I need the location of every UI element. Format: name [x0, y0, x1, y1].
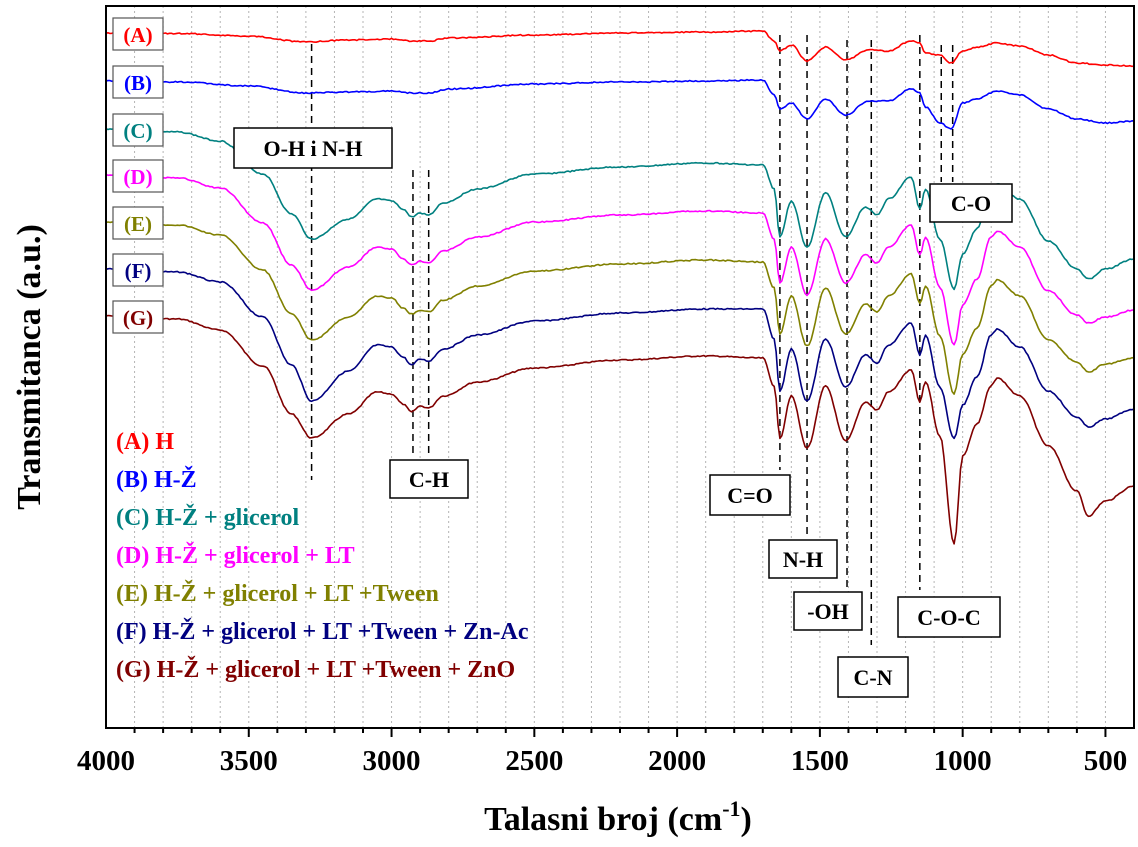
annotation-label: N-H [783, 547, 823, 572]
series-tag-label: (B) [124, 71, 152, 95]
series-tag-label: (E) [124, 212, 152, 236]
annotation-box [897, 596, 1001, 638]
legend-entry: (A) H [116, 429, 174, 455]
annotation-label: O-H i N-H [264, 136, 363, 161]
annotation-box [709, 474, 791, 516]
series-tag-label: (G) [123, 306, 153, 330]
series-tag-label: (F) [125, 259, 152, 283]
x-axis-title-sup: -1 [722, 796, 740, 821]
legend-entry: (D) H-Ž + glicerol + LT [116, 542, 355, 569]
annotation-lines [310, 35, 954, 645]
x-axis-title: Talasni broj (cm-1) [484, 796, 752, 838]
series-line [105, 78, 1135, 130]
spectra [105, 29, 1135, 545]
x-tick-label: 3000 [363, 745, 421, 777]
legend-entry: (C) H-Ž + glicerol [116, 504, 300, 531]
legend-entry: (F) H-Ž + glicerol + LT +Tween + Zn-Ac [116, 618, 529, 645]
series-tag-box [112, 253, 164, 287]
series-tag-box [112, 159, 164, 193]
legend-entry-text: H-Ž [154, 466, 197, 493]
annotation-label: C-N [853, 665, 892, 690]
legend-entry-text: H-Ž + glicerol [155, 504, 299, 531]
series-line [105, 220, 1135, 395]
series-line [105, 29, 1135, 68]
series-line [105, 127, 1135, 291]
y-axis-title: Transmitanca (a.u.) [11, 224, 48, 510]
annotation-label: C-O-C [917, 605, 981, 630]
legend-entry-text: H-Ž + glicerol + LT +Tween + Zn-Ac [153, 618, 529, 645]
annotation-box [793, 591, 863, 631]
annotation-box [233, 127, 393, 169]
legend-entry: (B) H-Ž [116, 466, 197, 493]
x-tick-label: 500 [1084, 745, 1128, 777]
series-tag-box [112, 206, 164, 240]
series-line [105, 173, 1135, 346]
legend-entry-text: H-Ž + glicerol + LT +Tween [154, 580, 439, 607]
x-axis-title-close: ) [741, 801, 752, 838]
legend-entry-tag: (E) [116, 581, 154, 607]
annotation-box [768, 539, 838, 579]
legend-entry-tag: (D) [116, 543, 155, 569]
x-tick-label: 1000 [934, 745, 992, 777]
series-line [105, 314, 1135, 545]
annotation-box [389, 459, 469, 499]
annotation-label: C-O [951, 191, 991, 216]
series-tag-label: (A) [123, 23, 152, 47]
annotation-label: C-H [409, 467, 449, 492]
x-tick-label: 3500 [220, 745, 278, 777]
series-tag-box [112, 113, 164, 147]
x-axis-title-main: Talasni broj (cm [484, 801, 722, 838]
legend-entry-tag: (B) [116, 467, 154, 493]
legend: (A) H(B) H-Ž(C) H-Ž + glicerol(D) H-Ž + … [116, 429, 529, 683]
annotation-label: -OH [807, 599, 849, 624]
series-tags: (A) (B) (C) (D) (E) (F) (G) [112, 17, 164, 334]
x-tick-label: 2500 [505, 745, 563, 777]
series-tag-box [112, 300, 164, 334]
legend-entry-text: H [155, 429, 174, 455]
annotation-box [837, 656, 909, 698]
x-tick-label: 4000 [77, 745, 135, 777]
series-tag-label: (C) [123, 119, 152, 143]
legend-entry-tag: (G) [116, 657, 157, 683]
legend-entry-text: H-Ž + glicerol + LT +Tween + ZnO [157, 656, 516, 683]
legend-entry: (E) H-Ž + glicerol + LT +Tween [116, 580, 439, 607]
legend-entry-tag: (F) [116, 619, 153, 645]
series-tag-box [112, 17, 164, 51]
legend-entry: (G) H-Ž + glicerol + LT +Tween + ZnO [116, 656, 515, 683]
x-axis: 4000 3500 3000 2500 2000 1500 1000 500 [77, 728, 1127, 777]
x-tick-label: 1500 [791, 745, 849, 777]
annotation-label: C=O [727, 483, 773, 508]
legend-entry-tag: (C) [116, 505, 155, 531]
annotation-labels: O-H i N-H C-H C=O N-H -OH C-N C-O-C C-O [233, 127, 1013, 698]
legend-entry-text: H-Ž + glicerol + LT [155, 542, 354, 569]
series-line [105, 267, 1135, 440]
legend-entry-tag: (A) [116, 429, 155, 455]
series-tag-box [112, 65, 164, 99]
series-tag-label: (D) [123, 165, 152, 189]
x-tick-label: 2000 [648, 745, 706, 777]
annotation-box [929, 183, 1013, 223]
